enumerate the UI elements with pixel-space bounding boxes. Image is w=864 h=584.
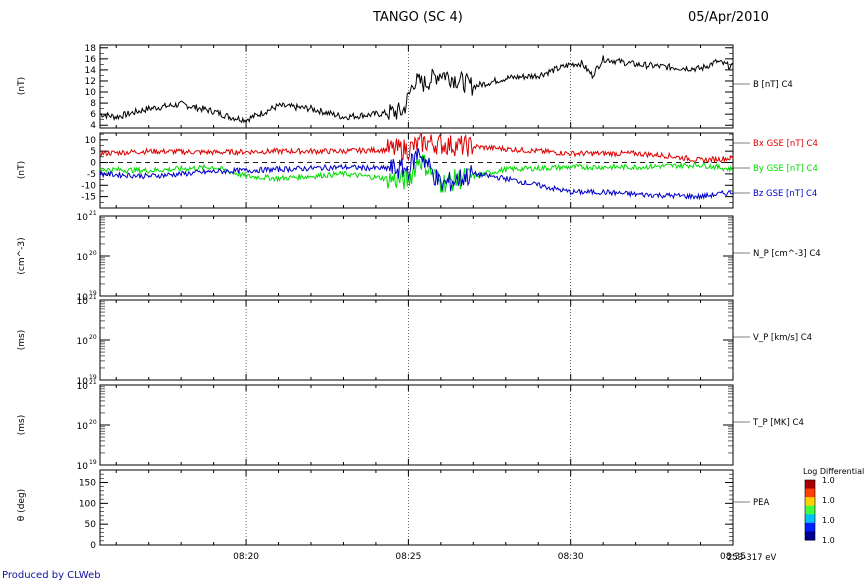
colorbar-label: 1.0 [822, 496, 835, 505]
colorbar-segment [805, 531, 815, 541]
y-axis-label: (ms) [17, 415, 27, 435]
y-axis-label: θ (deg) [17, 489, 27, 521]
colorbar-label: 1.0 [822, 536, 835, 545]
series-label: PEA [753, 498, 769, 508]
series-label: Bz GSE [nT] C4 [753, 189, 817, 199]
colorbar-label: 1.0 [822, 476, 835, 485]
y-tick-exponent: 19 [89, 290, 97, 297]
y-tick-exponent: 21 [89, 294, 97, 301]
y-tick-label: -15 [81, 193, 96, 203]
time-tick-label: 08:30 [558, 552, 584, 562]
series-label: N_P [cm^-3] C4 [753, 249, 821, 259]
y-tick-label: 100 [79, 499, 96, 509]
y-tick-label: 0 [90, 541, 96, 551]
series-line [99, 154, 733, 193]
y-axis-label: (nT) [17, 77, 27, 95]
y-tick-label: 10 [77, 377, 89, 387]
y-tick-exponent: 20 [89, 334, 97, 341]
y-tick-label: 16 [85, 55, 97, 65]
series-line [99, 55, 734, 124]
panel-frame [99, 215, 734, 297]
y-tick-label: 8 [90, 99, 96, 109]
y-tick-label: 10 [77, 297, 89, 307]
y-tick-exponent: 21 [89, 379, 97, 386]
colorbar-title: Log Differential [803, 467, 864, 476]
series-label: B [nT] C4 [753, 80, 793, 90]
y-tick-label: 10 [77, 293, 89, 303]
y-tick-label: 50 [85, 520, 97, 530]
y-tick-exponent: 19 [89, 459, 97, 466]
time-tick-label: 08:35 [720, 552, 746, 562]
y-tick-label: 10 [85, 88, 97, 98]
y-tick-label: 18 [85, 44, 97, 54]
panel-frame [99, 299, 734, 381]
y-tick-label: 10 [77, 462, 89, 472]
y-tick-label: 4 [90, 121, 96, 131]
y-tick-label: 10 [77, 382, 89, 392]
y-tick-exponent: 19 [89, 374, 97, 381]
y-tick-label: 0 [90, 159, 96, 169]
colorbar-segment [805, 480, 815, 490]
panel-frame [99, 469, 734, 546]
series-label: T_P [MK] C4 [752, 418, 804, 428]
time-tick-label: 08:25 [395, 552, 421, 562]
y-axis-label: (cm^-3) [17, 237, 27, 274]
y-tick-label: 6 [90, 110, 96, 120]
panel-6: θ (deg) PEA 0 50 100 150 08:20 08:25 08:30 08:352… [17, 469, 776, 563]
panel-frame [99, 384, 734, 466]
y-tick-label: 10 [77, 213, 89, 223]
y-axis-label: (ms) [17, 330, 27, 350]
energy-label: 253-317 eV [727, 553, 776, 563]
y-axis-label: (nT) [17, 161, 27, 179]
y-tick-label: 5 [90, 147, 96, 157]
series-line [99, 148, 734, 201]
y-tick-label: -5 [87, 170, 96, 180]
plot-date: 05/Apr/2010 [688, 10, 769, 25]
panel-frame [99, 44, 734, 129]
y-tick-label: 14 [85, 66, 97, 76]
colorbar-label: 1.0 [822, 516, 835, 525]
y-tick-exponent: 21 [89, 210, 97, 217]
y-tick-label: 10 [85, 136, 97, 146]
plot-title: TANGO (SC 4) [372, 10, 463, 25]
colorbar-segment [805, 497, 815, 507]
colorbar-segment [805, 522, 815, 532]
y-tick-label: 12 [85, 77, 96, 87]
colorbar-segment [805, 505, 815, 515]
series-label: Bx GSE [nT] C4 [753, 139, 818, 149]
series-line [99, 132, 734, 165]
y-tick-label: 10 [77, 422, 89, 432]
footer-credit: Produced by CLWeb [2, 570, 101, 581]
series-label: By GSE [nT] C4 [753, 164, 818, 174]
y-tick-label: -10 [81, 181, 96, 191]
time-tick-label: 08:20 [233, 552, 259, 562]
y-tick-exponent: 20 [89, 250, 97, 257]
y-tick-label: 10 [77, 253, 89, 263]
y-tick-exponent: 20 [89, 419, 97, 426]
panel-2: (nT) Bx GSE [nT] C4 By GSE [nT] C4 Bz GSE [… [17, 132, 818, 209]
colorbar-segment [805, 514, 815, 524]
colorbar-frame [804, 479, 816, 541]
y-tick-label: 150 [79, 479, 96, 489]
colorbar-segment [805, 488, 815, 498]
y-tick-label: 10 [77, 337, 89, 347]
series-label: V_P [km/s] C4 [753, 333, 812, 343]
